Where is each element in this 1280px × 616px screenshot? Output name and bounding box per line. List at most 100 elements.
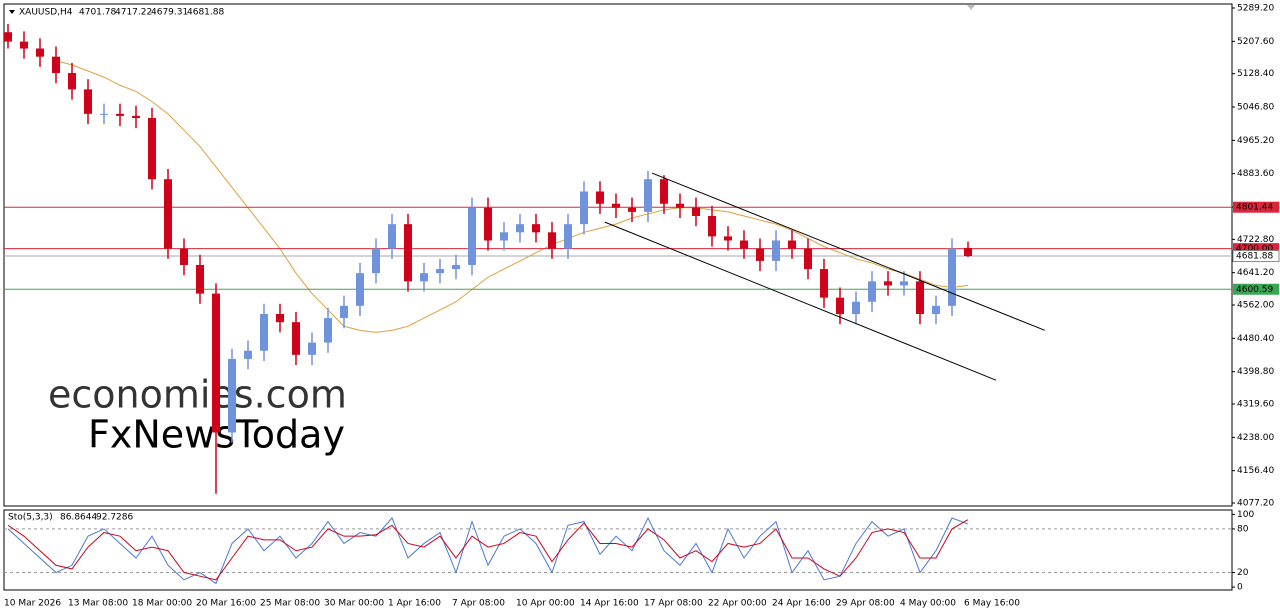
x-tick-label: 20 Mar 16:00 — [196, 599, 256, 609]
x-tick-label: 14 Apr 16:00 — [580, 599, 639, 609]
candle-body — [580, 191, 588, 225]
candle-body — [324, 318, 332, 343]
y-tick-label: 4562.00 — [1237, 301, 1274, 311]
level-label: 4700.00 — [1236, 244, 1273, 254]
y-tick-label: 4398.80 — [1237, 367, 1274, 377]
candle-body — [820, 269, 828, 298]
candle-body — [532, 224, 540, 233]
main-frame — [3, 3, 1233, 507]
indicator-frame — [3, 509, 1233, 591]
menu-arrow — [9, 10, 15, 14]
indicator-value: 92.7286 — [96, 513, 133, 523]
x-tick-label: 7 Apr 08:00 — [452, 599, 505, 609]
y-tick-label: 20 — [1237, 568, 1249, 578]
y-tick-label: 4238.00 — [1237, 433, 1274, 443]
x-tick-label: 10 Mar 2026 — [4, 599, 61, 609]
channel-line — [651, 172, 1045, 331]
y-tick-label: 4077.20 — [1237, 499, 1274, 509]
x-tick-label: 25 Mar 08:00 — [260, 599, 320, 609]
candle-body — [964, 247, 972, 257]
price-tag — [1232, 250, 1280, 263]
y-tick-label: 4883.60 — [1237, 169, 1274, 179]
x-tick-label: 4 May 00:00 — [900, 599, 956, 609]
moving-average — [55, 60, 969, 333]
candle-body — [356, 273, 364, 306]
y-tick-label: 4641.20 — [1237, 268, 1274, 278]
candle-body — [276, 313, 284, 323]
candle-body — [68, 73, 76, 90]
ohlc-value: 4681.88 — [187, 8, 224, 18]
candle-body — [804, 248, 812, 270]
candle-body — [836, 297, 844, 314]
y-tick-label: 4722.80 — [1237, 235, 1274, 245]
candle-body — [564, 224, 572, 249]
candle-body — [916, 281, 924, 314]
candle-body — [212, 293, 220, 433]
candle-body — [372, 248, 380, 274]
x-tick-label: 13 Mar 08:00 — [68, 599, 128, 609]
candle-body — [404, 224, 412, 282]
x-tick-label: 18 Mar 00:00 — [132, 599, 192, 609]
candle-body — [244, 350, 252, 359]
candle-body — [660, 179, 668, 204]
x-tick-label: 1 Apr 16:00 — [388, 599, 441, 609]
y-tick-label: 4480.40 — [1237, 334, 1274, 344]
candle-body — [36, 48, 44, 57]
x-tick-label: 22 Apr 00:00 — [708, 599, 767, 609]
candle-body — [116, 113, 124, 116]
candle-body — [100, 113, 108, 115]
level-tag — [1233, 283, 1279, 295]
x-tick-label: 24 Apr 16:00 — [772, 599, 831, 609]
y-tick-label: 4965.20 — [1237, 136, 1274, 146]
candle-body — [164, 179, 172, 249]
candle-body — [292, 322, 300, 355]
y-tick-label: 100 — [1237, 510, 1254, 520]
candle-body — [452, 264, 460, 270]
candle-body — [484, 207, 492, 241]
candle-body — [932, 305, 940, 314]
candle-body — [340, 305, 348, 319]
candle-body — [708, 215, 716, 237]
x-tick-label: 30 Mar 00:00 — [324, 599, 384, 609]
candle-body — [420, 273, 428, 282]
level-label: 4600.59 — [1236, 285, 1273, 295]
stochastic-line — [7, 519, 969, 581]
candle-body — [196, 264, 204, 294]
candle-body — [900, 281, 908, 286]
candle-body — [20, 41, 28, 49]
candle-body — [772, 240, 780, 261]
y-tick-label: 80 — [1237, 524, 1249, 534]
candle-body — [500, 232, 508, 241]
candle-body — [644, 179, 652, 212]
ohlc-value: 4717.22 — [115, 8, 152, 18]
x-tick-label: 10 Apr 00:00 — [516, 599, 575, 609]
candle-body — [52, 56, 60, 74]
candle-body — [148, 117, 156, 180]
y-tick-label: 4156.40 — [1237, 466, 1274, 476]
candle-body — [788, 240, 796, 249]
candle-body — [612, 203, 620, 208]
level-tag — [1233, 243, 1279, 255]
x-tick-label: 29 Apr 08:00 — [836, 599, 895, 609]
candle-body — [596, 191, 604, 204]
candle-body — [4, 32, 12, 42]
x-tick-label: 6 May 16:00 — [964, 599, 1020, 609]
candle-body — [468, 207, 476, 265]
candle-body — [180, 248, 188, 265]
candle-body — [132, 115, 140, 118]
y-tick-label: 5046.80 — [1237, 103, 1274, 113]
candle-body — [948, 248, 956, 306]
candle-body — [628, 207, 636, 212]
y-tick-label: 5289.20 — [1237, 4, 1274, 14]
symbol-label: XAUUSD,H4 — [19, 8, 73, 18]
level-tag — [1233, 201, 1279, 213]
candle-body — [676, 203, 684, 208]
stochastic-line — [7, 516, 969, 585]
x-tick-label: 17 Apr 08:00 — [644, 599, 703, 609]
ohlc-value: 4679.31 — [151, 8, 188, 18]
candle-body — [436, 269, 444, 274]
y-tick-label: 4319.60 — [1237, 400, 1274, 410]
candle-body — [852, 301, 860, 314]
ohlc-value: 4701.78 — [79, 8, 116, 18]
